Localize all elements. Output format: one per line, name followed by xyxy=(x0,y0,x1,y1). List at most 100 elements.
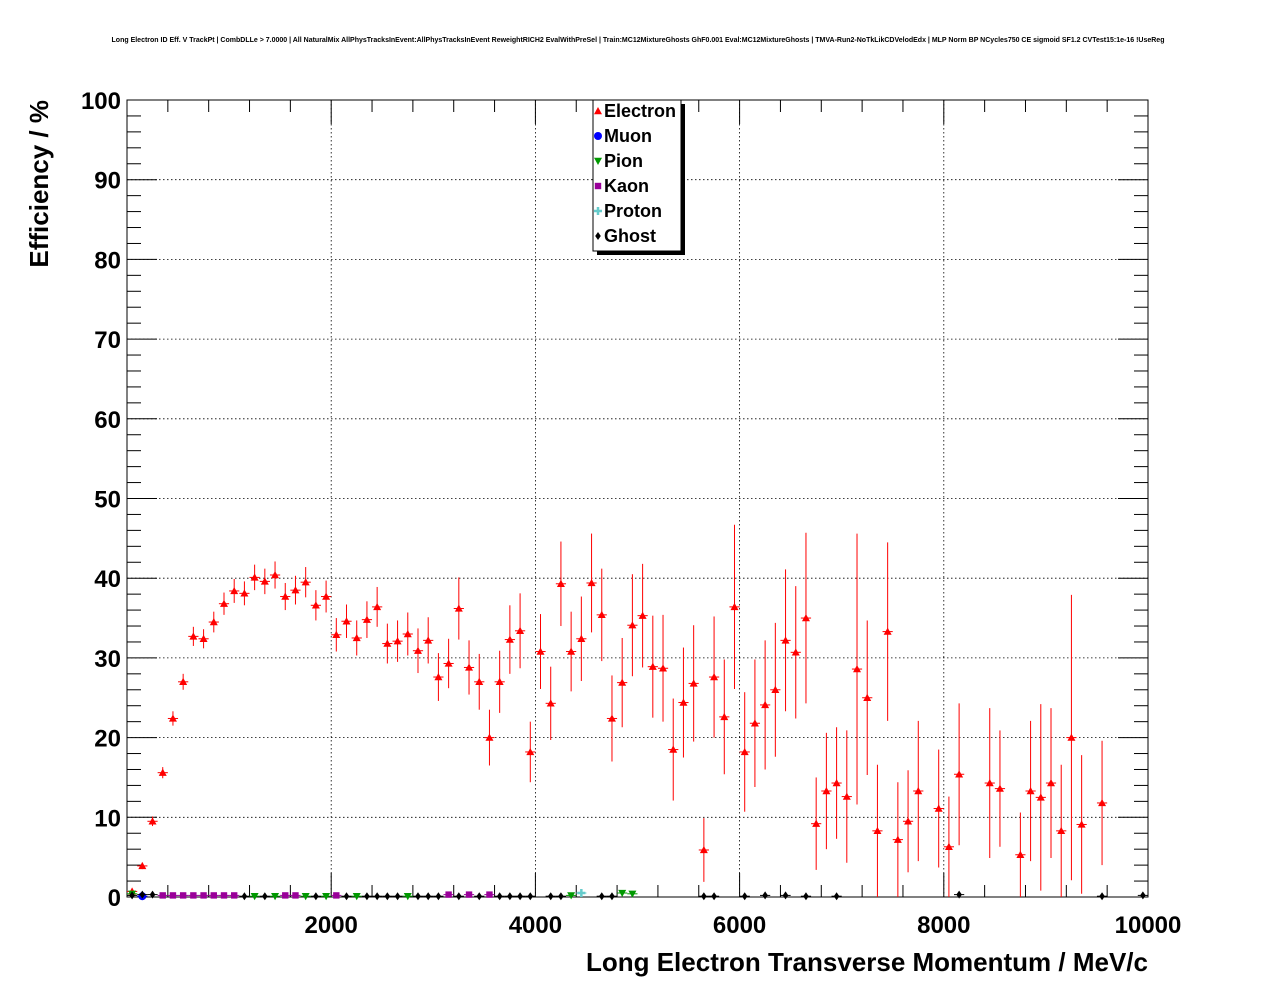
marker xyxy=(476,892,483,901)
data-point-pion xyxy=(351,893,362,901)
data-point-electron xyxy=(1076,755,1087,894)
marker xyxy=(659,664,668,672)
data-point-ghost xyxy=(412,892,424,901)
data-point-electron xyxy=(719,659,730,775)
data-point-electron xyxy=(760,640,771,770)
data-point-ghost xyxy=(392,892,403,901)
marker xyxy=(505,635,514,643)
data-point-ghost xyxy=(127,891,138,900)
data-point-kaon xyxy=(167,892,179,899)
data-point-electron xyxy=(392,620,403,662)
data-point-ghost xyxy=(423,892,434,901)
marker xyxy=(209,618,218,626)
data-point-electron xyxy=(862,620,873,776)
legend-marker xyxy=(594,182,602,190)
data-point-electron xyxy=(443,638,454,689)
marker xyxy=(342,617,351,625)
series-kaon xyxy=(157,891,495,899)
data-point-ghost xyxy=(474,892,485,901)
data-point-electron xyxy=(412,628,424,674)
data-point-electron xyxy=(331,618,342,652)
data-point-electron xyxy=(341,604,352,638)
marker xyxy=(301,578,310,586)
marker xyxy=(893,835,902,843)
marker xyxy=(904,817,913,825)
marker xyxy=(475,677,484,686)
legend-label: Electron xyxy=(604,101,676,121)
marker xyxy=(352,633,361,642)
data-point-electron xyxy=(239,581,250,606)
data-point-electron xyxy=(933,749,944,868)
marker xyxy=(801,614,810,622)
y-axis-title: Efficiency / % xyxy=(24,100,54,268)
data-point-electron xyxy=(320,580,332,613)
y-tick-label: 40 xyxy=(94,566,121,593)
data-point-electron xyxy=(280,582,291,611)
x-tick-label: 8000 xyxy=(917,912,970,939)
data-point-electron xyxy=(729,524,740,689)
marker xyxy=(220,892,228,899)
data-point-electron xyxy=(770,622,781,757)
marker xyxy=(679,698,688,706)
data-point-electron xyxy=(1035,704,1046,891)
marker xyxy=(628,621,637,629)
data-point-ghost xyxy=(954,890,965,899)
data-point-electron xyxy=(372,586,383,627)
marker xyxy=(812,819,821,827)
y-tick-label: 30 xyxy=(94,646,121,673)
data-point-electron xyxy=(229,578,240,603)
marker xyxy=(282,892,289,899)
legend-entry-proton: Proton xyxy=(594,201,662,221)
data-point-electron xyxy=(780,569,791,712)
data-point-electron xyxy=(902,770,914,873)
legend-label: Pion xyxy=(604,151,643,171)
data-point-ghost xyxy=(760,891,771,900)
marker xyxy=(628,890,637,898)
data-point-kaon xyxy=(290,892,301,899)
legend-entry-electron: Electron xyxy=(594,101,676,121)
marker xyxy=(199,634,208,642)
data-point-ghost xyxy=(147,890,158,899)
marker xyxy=(701,892,707,901)
data-point-ghost xyxy=(433,892,444,901)
data-series xyxy=(127,524,1148,901)
marker xyxy=(597,610,606,619)
marker xyxy=(434,673,443,681)
legend: Electron Muon Pion Kaon Proton Ghost xyxy=(592,99,685,255)
data-point-electron xyxy=(1096,740,1108,866)
marker xyxy=(782,891,789,900)
data-point-electron xyxy=(188,626,199,646)
marker xyxy=(1098,798,1107,807)
data-point-kaon xyxy=(229,892,240,899)
marker xyxy=(129,891,135,900)
marker xyxy=(669,745,678,753)
marker xyxy=(148,817,157,825)
data-point-ghost xyxy=(739,892,750,901)
marker xyxy=(456,892,462,901)
data-point-electron xyxy=(657,614,669,722)
data-point-electron xyxy=(198,629,209,649)
marker xyxy=(425,892,431,901)
marker xyxy=(415,892,421,901)
marker xyxy=(934,804,943,812)
marker xyxy=(189,632,198,640)
marker xyxy=(1057,826,1066,835)
data-point-electron xyxy=(851,533,863,805)
marker xyxy=(262,892,268,901)
marker xyxy=(956,890,962,899)
marker xyxy=(241,892,248,901)
marker xyxy=(526,747,535,756)
marker xyxy=(638,611,647,619)
marker xyxy=(577,634,586,642)
legend-label: Proton xyxy=(604,201,662,221)
marker xyxy=(607,714,616,722)
marker xyxy=(496,892,503,901)
data-point-kaon xyxy=(188,892,199,899)
data-point-ghost xyxy=(606,892,618,901)
chart-title: Long Electron ID Eff. V TrackPt | CombDL… xyxy=(112,37,1165,44)
data-point-electron xyxy=(474,653,485,710)
marker xyxy=(618,889,627,898)
marker xyxy=(362,615,371,623)
marker xyxy=(465,663,474,671)
